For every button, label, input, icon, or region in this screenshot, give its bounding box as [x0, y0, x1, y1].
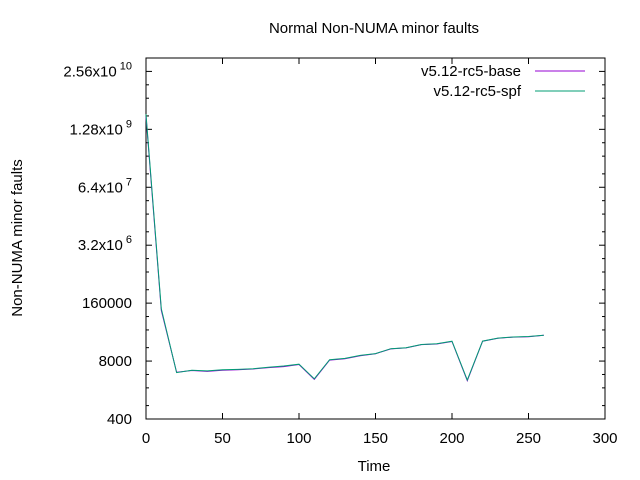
y-tick-label: 1.28x10 9: [69, 118, 132, 138]
y-tick-label: 8000: [99, 353, 132, 370]
y-tick-label: 3.2x10 6: [78, 234, 132, 254]
x-axis-label: Time: [358, 458, 391, 475]
series-layer: [145, 114, 544, 383]
y-tick-label: 160000: [82, 295, 132, 312]
series-line-v5.12-rc5-spf: [145, 114, 544, 382]
legend: v5.12-rc5-base v5.12-rc5-spf: [421, 63, 585, 100]
y-tick-label-exponent: 10: [120, 60, 132, 72]
x-tick-label: 250: [516, 430, 541, 447]
y-tick-label-exponent: 6: [126, 234, 132, 246]
y-tick-label-base: 160000: [82, 295, 132, 312]
y-tick-label-exponent: 7: [126, 176, 132, 188]
y-axis: 400 8000 160000 3.2x10 6 6.4x10 7 1.28x10 9 2.56x…: [63, 60, 605, 428]
x-tick-label: 200: [439, 430, 464, 447]
plot-frame: [145, 57, 606, 420]
x-axis: 0 50 100 150 200 250 300: [142, 58, 618, 447]
chart-title: Normal Non-NUMA minor faults: [269, 20, 479, 37]
y-tick-label: 2.56x10 10: [63, 60, 132, 80]
y-tick-label-base: 1.28x10: [69, 121, 122, 138]
y-tick-label-base: 400: [107, 411, 132, 428]
x-tick-label: 150: [363, 430, 388, 447]
legend-label: v5.12-rc5-base: [421, 63, 521, 80]
y-tick-label: 6.4x10 7: [78, 176, 132, 196]
y-tick-label-base: 3.2x10: [78, 237, 123, 254]
y-tick-label-exponent: 9: [126, 118, 132, 130]
y-tick-label-base: 6.4x10: [78, 179, 123, 196]
y-tick-label: 400: [107, 411, 132, 428]
y-tick-label-base: 2.56x10: [63, 63, 116, 80]
x-tick-label: 0: [142, 430, 150, 447]
x-tick-label: 100: [286, 430, 311, 447]
x-tick-label: 50: [214, 430, 231, 447]
x-tick-label: 300: [592, 430, 617, 447]
y-tick-label-base: 8000: [99, 353, 132, 370]
y-axis-label: Non-NUMA minor faults: [9, 159, 26, 317]
legend-label: v5.12-rc5-spf: [433, 83, 521, 100]
